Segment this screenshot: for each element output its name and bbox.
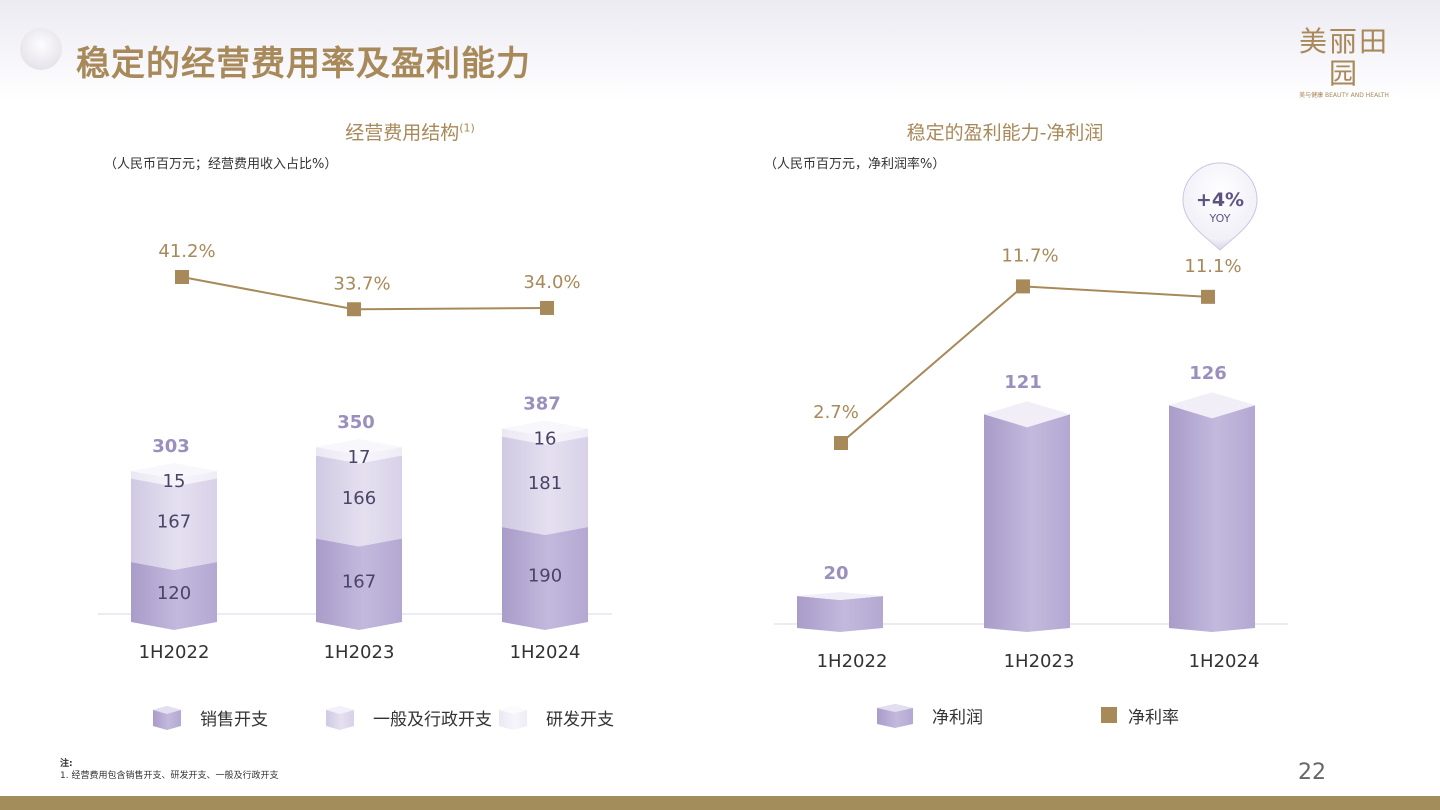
net-profit-label: 121 bbox=[1004, 372, 1042, 393]
yoy-label: YOY bbox=[1209, 212, 1231, 225]
net-profit-bar-cap bbox=[1169, 392, 1255, 419]
bar-segment-admin bbox=[502, 436, 588, 535]
legend-item-admin: 一般及行政开支 bbox=[323, 704, 492, 730]
total-label: 387 bbox=[523, 394, 561, 415]
left-chart-title-footnote-ref: (1) bbox=[459, 121, 475, 135]
yoy-value: +4% bbox=[1196, 189, 1244, 211]
right-chart-legend: 净利润 净利率 bbox=[874, 702, 1234, 728]
data-label-sales: 120 bbox=[157, 583, 191, 604]
legend-label-admin: 一般及行政开支 bbox=[373, 709, 492, 730]
net-margin-label: 11.1% bbox=[1184, 256, 1241, 277]
bar-segment-rnd bbox=[316, 447, 402, 464]
net-margin-label: 2.7% bbox=[813, 402, 859, 423]
legend-label-net-profit: 净利润 bbox=[932, 707, 983, 728]
x-tick-label: 1H2024 bbox=[510, 642, 581, 663]
legend-swatch-rnd-icon bbox=[499, 706, 527, 730]
yoy-badge: +4%YOY bbox=[1182, 162, 1258, 251]
x-tick-label: 1H2023 bbox=[324, 642, 395, 663]
bar-cap-rnd bbox=[502, 420, 588, 437]
expense-ratio-marker bbox=[175, 270, 189, 284]
bar-segment-admin bbox=[131, 478, 217, 570]
footnote-label: 注: bbox=[60, 759, 73, 769]
expense-ratio-marker bbox=[540, 300, 554, 315]
brand-tagline: 美与健康 BEAUTY AND HEALTH bbox=[1299, 92, 1389, 99]
footnote: 注: 1. 经营费用包含销售开支、研发开支、一般及行政开支 bbox=[60, 758, 278, 782]
brand-logo: 美丽田园 美与健康 BEAUTY AND HEALTH bbox=[1288, 25, 1400, 100]
legend-item-rnd: 研发开支 bbox=[496, 704, 614, 730]
legend-label-rnd: 研发开支 bbox=[546, 709, 614, 730]
left-chart-title-text: 经营费用结构 bbox=[345, 122, 460, 144]
net-margin-marker bbox=[834, 436, 848, 450]
page-title: 稳定的经营费用率及盈利能力 bbox=[76, 44, 531, 84]
expense-ratio-label: 33.7% bbox=[333, 273, 390, 294]
total-label: 303 bbox=[152, 436, 190, 457]
data-label-rnd: 15 bbox=[163, 471, 186, 492]
bottom-accent-bar bbox=[0, 796, 1440, 810]
logo-emblem-icon bbox=[20, 28, 62, 70]
data-label-sales: 190 bbox=[528, 566, 562, 587]
brand-name: 美丽田园 bbox=[1298, 25, 1389, 90]
net-profit-bar bbox=[1169, 405, 1255, 632]
right-chart-unit: （人民币百万元，净利润率%） bbox=[764, 157, 946, 172]
data-label-rnd: 17 bbox=[348, 447, 371, 468]
data-label-admin: 181 bbox=[528, 473, 562, 494]
expense-ratio-label: 41.2% bbox=[158, 241, 215, 262]
page-number: 22 bbox=[1298, 760, 1326, 785]
net-profit-bar bbox=[797, 596, 883, 632]
x-tick-label: 1H2022 bbox=[139, 642, 210, 663]
bar-cap-rnd bbox=[316, 439, 402, 455]
net-margin-marker bbox=[1201, 289, 1215, 304]
data-label-rnd: 16 bbox=[534, 429, 557, 450]
legend-swatch-sales-icon bbox=[153, 706, 181, 730]
left-chart-title: 经营费用结构(1) bbox=[300, 118, 520, 145]
bar-segment-sales bbox=[131, 562, 217, 630]
left-chart-legend: 销售开支 一般及行政开支 研发开支 bbox=[150, 704, 630, 730]
expense-ratio-label: 34.0% bbox=[523, 272, 580, 293]
x-tick-label: 1H2024 bbox=[1189, 651, 1260, 672]
legend-swatch-net-profit-icon bbox=[877, 704, 913, 728]
net-margin-label: 11.7% bbox=[1001, 245, 1058, 266]
x-tick-label: 1H2022 bbox=[817, 651, 888, 672]
net-profit-bar-cap bbox=[984, 401, 1070, 428]
data-label-sales: 167 bbox=[342, 571, 376, 592]
expense-ratio-marker bbox=[347, 302, 361, 317]
net-profit-bar-cap bbox=[797, 592, 883, 600]
footnote-item: 1. 经营费用包含销售开支、研发开支、一般及行政开支 bbox=[60, 771, 279, 781]
right-chart-title: 稳定的盈利能力-净利润 bbox=[906, 122, 1104, 144]
bar-segment-sales bbox=[502, 527, 588, 630]
bar-segment-admin bbox=[316, 455, 402, 547]
header-band bbox=[0, 0, 1440, 100]
net-profit-label: 20 bbox=[823, 563, 848, 584]
yoy-badge-pin-icon bbox=[1182, 162, 1258, 251]
legend-item-net-margin: 净利率 bbox=[1100, 702, 1179, 728]
legend-item-net-profit: 净利润 bbox=[874, 702, 983, 728]
x-tick-label: 1H2023 bbox=[1004, 651, 1075, 672]
net-profit-label: 126 bbox=[1189, 363, 1227, 384]
legend-swatch-admin-icon bbox=[326, 706, 354, 730]
legend-label-net-margin: 净利率 bbox=[1128, 707, 1179, 728]
legend-item-sales: 销售开支 bbox=[150, 704, 268, 730]
data-label-admin: 167 bbox=[157, 511, 191, 532]
bar-segment-sales bbox=[316, 538, 402, 630]
left-chart-unit: （人民币百万元；经营费用收入占比%） bbox=[104, 157, 338, 172]
data-label-admin: 166 bbox=[342, 488, 376, 509]
net-profit-bar bbox=[984, 414, 1070, 632]
legend-swatch-net-margin-icon bbox=[1101, 707, 1117, 723]
legend-label-sales: 销售开支 bbox=[200, 709, 268, 730]
bar-cap-rnd bbox=[131, 463, 217, 479]
net-margin-marker bbox=[1016, 279, 1030, 294]
bar-segment-rnd bbox=[131, 471, 217, 487]
total-label: 350 bbox=[337, 412, 375, 433]
